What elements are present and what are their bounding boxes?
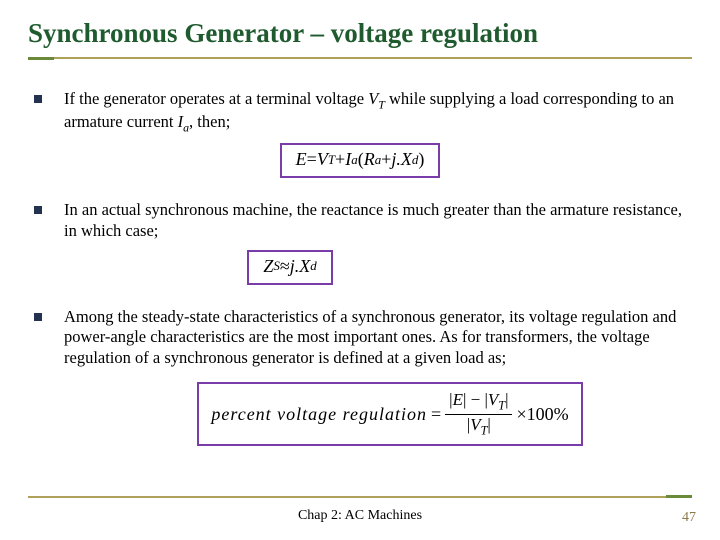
equation-1-wrap: E = VT + Ia(Ra + j.Xd) — [34, 143, 686, 178]
eq1-close: ) — [418, 149, 424, 170]
bullet-1-text: If the generator operates at a terminal … — [64, 89, 686, 135]
eq3-num: |E| − |VT| — [445, 390, 512, 414]
bullet-3-text: Among the steady-state characteristics o… — [64, 307, 686, 369]
eq3-fraction: |E| − |VT| |VT| — [445, 390, 512, 438]
b1-pre: If the generator operates at a terminal … — [64, 89, 368, 108]
eq3-den-vt: V — [470, 415, 480, 434]
footer-rule — [28, 496, 692, 498]
bullet-icon — [34, 313, 42, 321]
slide: Synchronous Generator – voltage regulati… — [0, 0, 720, 540]
eq1-ra: R — [364, 149, 375, 170]
eq3-den: |VT| — [463, 415, 495, 438]
eq3-num-vt: V — [488, 390, 498, 409]
content-area: If the generator operates at a terminal … — [28, 89, 692, 446]
eq2-rhs-sub: d — [310, 258, 316, 274]
b1-vt-sub: T — [378, 97, 385, 111]
eq3-num-mid: | − | — [463, 390, 488, 409]
equation-3: percent voltage regulation = |E| − |VT| … — [197, 382, 582, 446]
page-number: 47 — [682, 510, 696, 526]
eq2-rhs: j.X — [290, 256, 311, 277]
eq3-num-close: | — [505, 390, 508, 409]
eq1-plus2: + — [381, 149, 391, 170]
slide-title: Synchronous Generator – voltage regulati… — [28, 18, 692, 59]
eq3-num-e: E — [453, 390, 463, 409]
b1-vt: V — [368, 89, 378, 108]
bullet-2: In an actual synchronous machine, the re… — [34, 200, 686, 241]
equation-1: E = VT + Ia(Ra + j.Xd) — [280, 143, 441, 178]
footer-text: Chap 2: AC Machines — [0, 508, 720, 524]
eq3-tail: ×100% — [516, 404, 568, 425]
eq2-approx: ≈ — [280, 256, 290, 277]
eq1-jx: j.X — [391, 149, 412, 170]
footer-rule-accent — [666, 495, 692, 498]
b1-post: , then; — [189, 112, 230, 131]
title-rule-accent — [28, 57, 54, 60]
eq2-lhs: Z — [263, 256, 273, 277]
bullet-1: If the generator operates at a terminal … — [34, 89, 686, 135]
equation-3-wrap: percent voltage regulation = |E| − |VT| … — [94, 382, 686, 446]
eq1-vt-sub: T — [328, 152, 335, 168]
equation-2: ZS ≈ j.Xd — [247, 250, 332, 285]
bullet-icon — [34, 95, 42, 103]
eq1-vt: V — [317, 149, 328, 170]
eq1-eq: = — [307, 149, 317, 170]
eq1-lhs: E — [296, 149, 307, 170]
equation-2-wrap: ZS ≈ j.Xd — [0, 250, 686, 285]
eq3-eq: = — [431, 404, 441, 425]
bullet-3: Among the steady-state characteristics o… — [34, 307, 686, 369]
eq3-den-close: | — [487, 415, 490, 434]
bullet-icon — [34, 206, 42, 214]
eq1-plus1: + — [335, 149, 345, 170]
eq3-label: percent voltage regulation — [211, 404, 427, 425]
bullet-2-text: In an actual synchronous machine, the re… — [64, 200, 686, 241]
